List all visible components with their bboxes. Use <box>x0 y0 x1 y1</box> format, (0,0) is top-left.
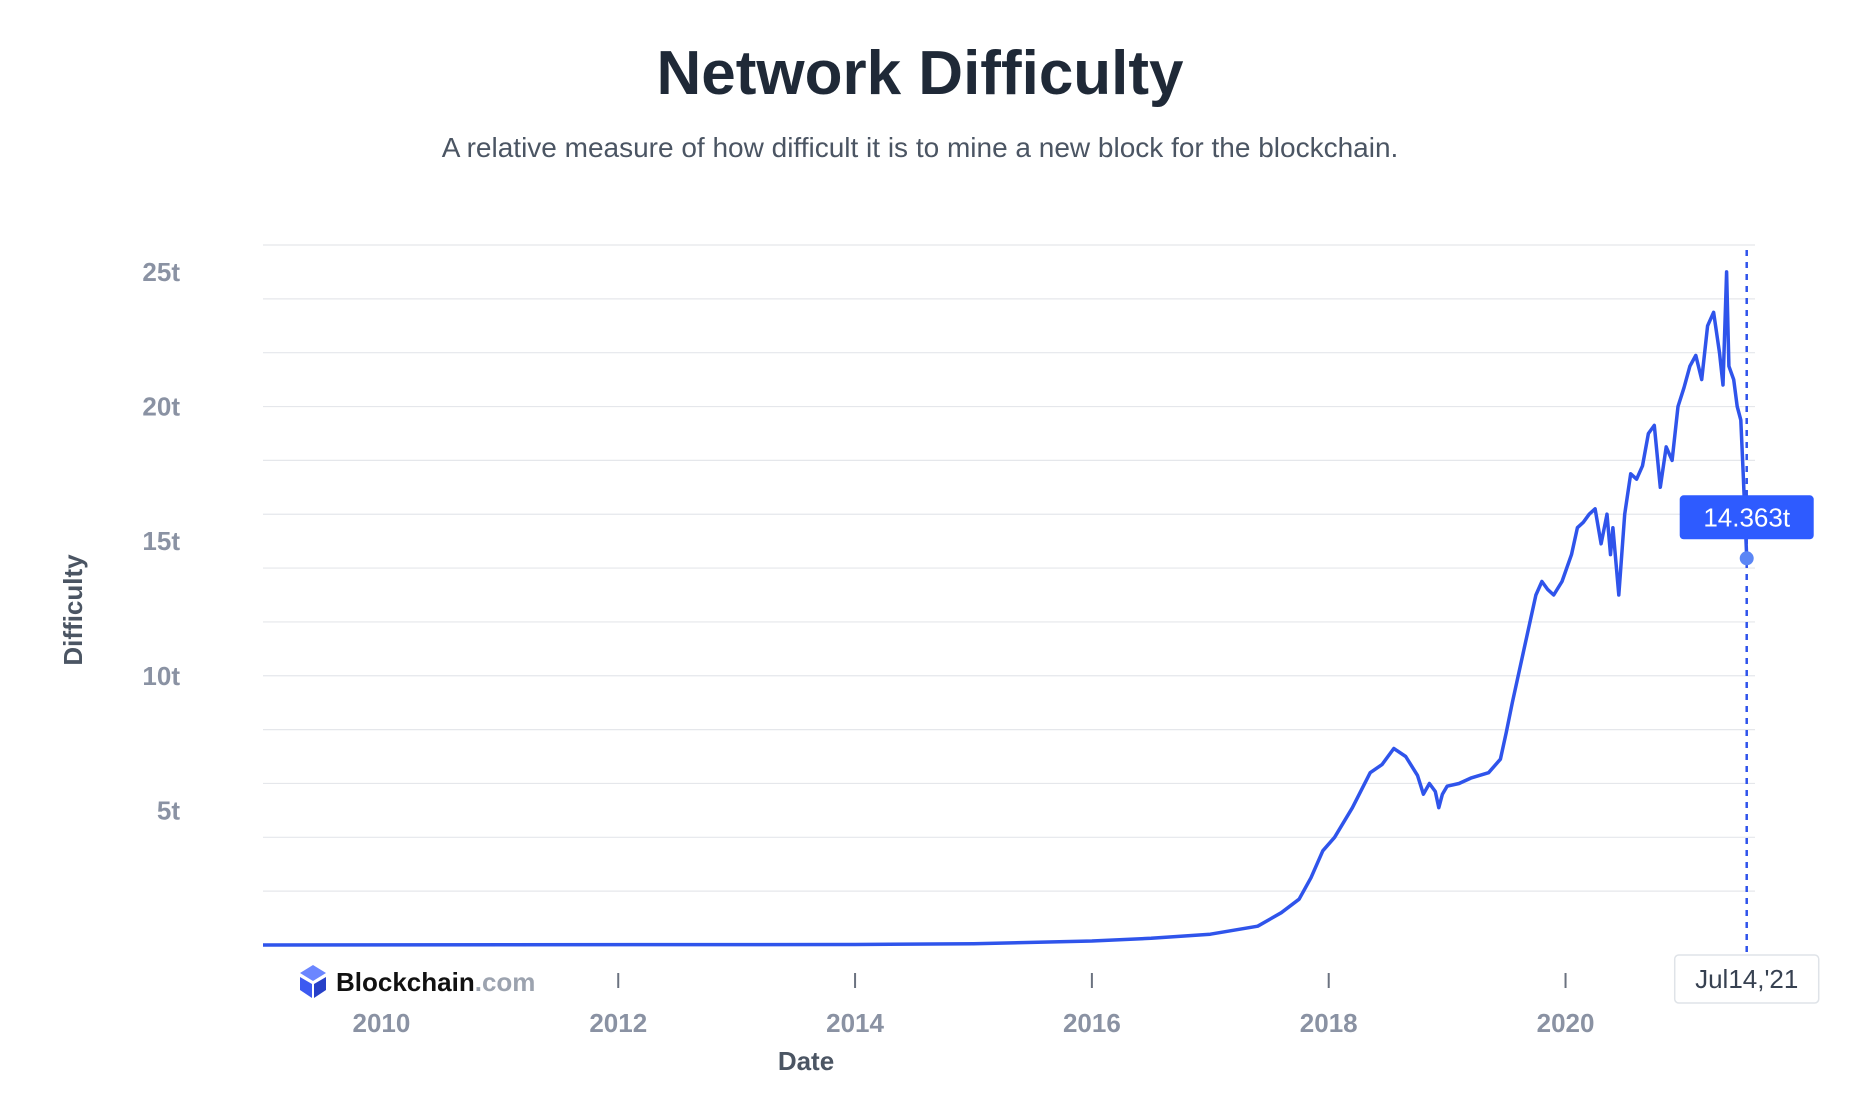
grid <box>263 244 1755 892</box>
x-tick-label: 2014 <box>826 1008 884 1038</box>
x-tick-label: 2016 <box>1063 1008 1121 1038</box>
x-tick-label: 2018 <box>1300 1008 1358 1038</box>
x-tick-label: 2012 <box>589 1008 647 1038</box>
x-axis: 2010 2012 2014 2016 2018 2020 <box>352 973 1594 1038</box>
brand-logo: Blockchain.com <box>300 965 535 998</box>
chart-subtitle: A relative measure of how difficult it i… <box>441 132 1399 163</box>
y-tick-label: 10t <box>142 661 180 691</box>
y-tick-label: 20t <box>142 392 180 422</box>
blockchain-logo-icon <box>300 965 326 998</box>
y-axis-label: Difficulty <box>58 554 88 666</box>
value-tooltip-text: 14.363t <box>1703 502 1791 532</box>
y-tick-label: 25t <box>142 257 180 287</box>
x-tick-label: 2020 <box>1537 1008 1595 1038</box>
hover-highlight: 14.363t Jul14,'21 <box>1673 250 1820 1004</box>
highlight-point <box>1739 551 1754 566</box>
y-tick-label: 15t <box>142 526 180 556</box>
date-badge-text: Jul14,'21 <box>1695 964 1798 994</box>
chart-title: Network Difficulty <box>656 39 1184 108</box>
y-tick-label: 5t <box>157 795 180 825</box>
difficulty-series-line <box>262 270 1749 947</box>
value-tooltip <box>1679 495 1814 540</box>
x-tick-label: 2010 <box>352 1008 410 1038</box>
y-axis: 5t 10t 15t 20t 25t <box>142 257 180 825</box>
date-badge <box>1673 954 1820 1004</box>
brand-name: Blockchain.com <box>336 967 535 997</box>
x-axis-label: Date <box>778 1046 834 1076</box>
